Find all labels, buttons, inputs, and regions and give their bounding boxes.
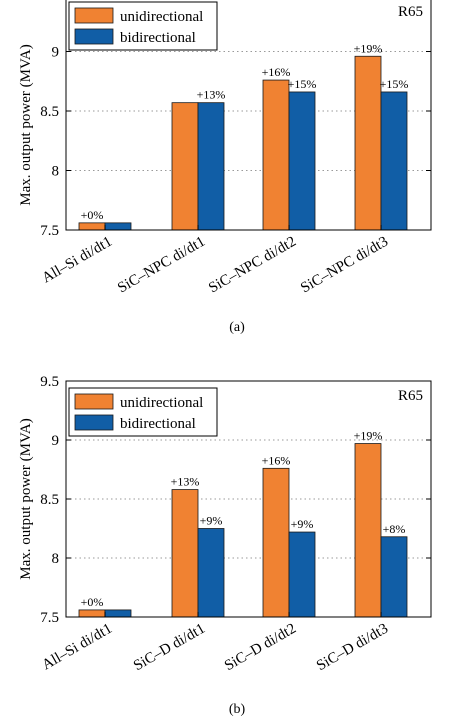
axes-frame (65, 0, 432, 231)
legend-label: bidirectional (120, 30, 196, 46)
x-tick-label: SiC–NPC di/dt1 (115, 234, 208, 297)
y-tick-label: 9 (52, 433, 60, 449)
x-tick-label: All–Si di/dt1 (40, 234, 115, 287)
x-tick-label: SiC–D di/dt1 (131, 621, 208, 675)
bar-unidirectional (171, 102, 199, 231)
data-label: +16% (262, 65, 291, 79)
data-label: +16% (262, 453, 291, 467)
data-label: +19% (354, 429, 383, 443)
y-tick-label: 8 (52, 551, 60, 567)
bar-unidirectional (262, 79, 290, 231)
data-label: +9% (200, 514, 223, 528)
y-tick-label: 9 (52, 45, 60, 61)
bar-unidirectional (354, 55, 382, 231)
y-tick-label: 9.5 (40, 374, 59, 390)
data-label: +13% (197, 88, 226, 102)
bar-unidirectional (171, 489, 199, 618)
data-label: +8% (383, 522, 406, 536)
y-tick-label: 8.5 (40, 104, 59, 120)
bar-unidirectional (354, 443, 382, 618)
bar-bidirectional (380, 91, 408, 231)
bar-bidirectional (197, 528, 225, 618)
bar-unidirectional (262, 467, 290, 618)
y-tick-label: 8.5 (40, 492, 59, 508)
chart-panel-b: 7.5 8 8.5 9 9.5 +0% +13% +16% +19% +9% +9% +8% All–S… (18, 374, 432, 717)
bar-bidirectional (288, 531, 316, 618)
legend-swatch-unidirectional (74, 393, 114, 410)
bar-bidirectional (197, 102, 225, 231)
data-label: +9% (291, 517, 314, 531)
bar-bidirectional (288, 91, 316, 231)
bar-bidirectional (104, 222, 132, 231)
legend: unidirectional bidirectional (68, 1, 218, 51)
figure-caption: (b) (229, 702, 246, 717)
bar-bidirectional (104, 609, 132, 618)
data-label: +0% (81, 595, 104, 609)
axes-frame (65, 380, 432, 618)
data-label: +0% (81, 208, 104, 222)
bar-unidirectional (78, 222, 106, 231)
legend: unidirectional bidirectional (68, 387, 218, 437)
data-label: +13% (171, 475, 200, 489)
figure-caption: (a) (229, 320, 245, 335)
y-axis-label: Max. output power (MVA) (18, 44, 34, 205)
corner-label: R65 (398, 4, 423, 20)
legend-swatch-bidirectional (74, 28, 114, 45)
legend-swatch-unidirectional (74, 7, 114, 24)
legend-swatch-bidirectional (74, 414, 114, 431)
data-label: +19% (354, 41, 383, 55)
legend-label: unidirectional (120, 9, 203, 25)
x-tick-label: SiC–D di/dt2 (222, 621, 299, 675)
x-tick-label: SiC–NPC di/dt2 (206, 234, 299, 297)
x-tick-label: All–Si di/dt1 (40, 621, 115, 674)
x-tick-label: SiC–NPC di/dt3 (298, 234, 391, 297)
data-label: +15% (380, 77, 409, 91)
chart-panel-a: 7.5 8 8.5 9 9.5 +0% +16% +19% +13% +15% +15% All–Si… (18, 0, 432, 335)
data-label: +15% (288, 77, 317, 91)
bar-bidirectional (380, 536, 408, 618)
y-tick-label: 8 (52, 164, 60, 180)
y-tick-label: 7.5 (40, 610, 59, 626)
corner-label: R65 (398, 388, 423, 404)
y-tick-label: 9.5 (40, 0, 59, 1)
bar-unidirectional (78, 609, 106, 618)
y-axis-label: Max. output power (MVA) (18, 418, 34, 579)
x-tick-label: SiC–D di/dt3 (314, 621, 391, 675)
legend-label: bidirectional (120, 416, 196, 432)
legend-label: unidirectional (120, 395, 203, 411)
y-tick-label: 7.5 (40, 223, 59, 239)
